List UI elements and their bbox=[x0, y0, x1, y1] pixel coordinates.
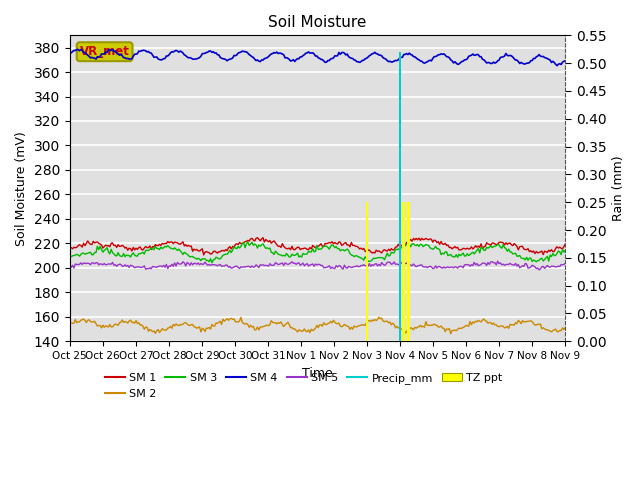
Legend: SM 1, SM 2, SM 3, SM 4, SM 5, Precip_mm, TZ ppt: SM 1, SM 2, SM 3, SM 4, SM 5, Precip_mm,… bbox=[100, 369, 507, 403]
Bar bbox=[399, 52, 401, 341]
Y-axis label: Rain (mm): Rain (mm) bbox=[612, 156, 625, 221]
Text: VR_met: VR_met bbox=[80, 45, 129, 58]
X-axis label: Time: Time bbox=[302, 367, 333, 380]
Bar bbox=[402, 202, 404, 341]
Title: Soil Moisture: Soil Moisture bbox=[268, 15, 367, 30]
Bar bbox=[407, 202, 410, 341]
Bar bbox=[365, 202, 369, 341]
Bar bbox=[399, 52, 401, 341]
Y-axis label: Soil Moisture (mV): Soil Moisture (mV) bbox=[15, 131, 28, 246]
